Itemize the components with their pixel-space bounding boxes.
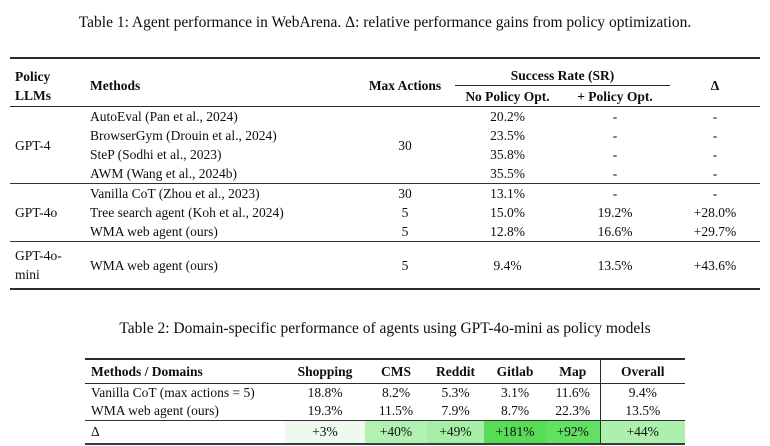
table2-header-cms: CMS [381, 363, 411, 379]
table-row: SteP (Sodhi et al., 2023) 35.8% - - [10, 145, 760, 164]
method-cell: WMA web agent (ours) [90, 224, 218, 239]
table1-group-gpt4o: GPT-4o Vanilla CoT (Zhou et al., 2023) 3… [10, 183, 760, 242]
policy-llm-cell: GPT-4o-mini [15, 248, 62, 282]
delta-gitlab-cell: +181% [484, 420, 546, 444]
sr-no-cell: 23.5% [490, 128, 525, 143]
sr-no-cell: 35.5% [490, 166, 525, 181]
delta-shopping-cell: +3% [285, 420, 365, 444]
table-row: WMA web agent (ours) 19.3% 11.5% 7.9% 8.… [85, 402, 685, 421]
delta-map-cell: +92% [546, 420, 600, 444]
method-cell: Tree search agent (Koh et al., 2024) [90, 205, 284, 220]
gitlab-cell: 8.7% [500, 403, 530, 418]
table1-header-max-actions: Max Actions [368, 78, 442, 93]
table1-header-policy-llms: Policy LLMs [15, 68, 52, 103]
delta-label-cell: Δ [91, 424, 100, 439]
method-cell: AWM (Wang et al., 2024b) [90, 166, 238, 181]
max-actions-cell: 5 [401, 257, 409, 273]
delta-reddit-cell: +49% [427, 420, 484, 444]
max-actions-cell: 5 [401, 205, 409, 220]
overall-cell: 9.4% [599, 383, 685, 402]
max-actions-cell: 5 [401, 224, 409, 239]
table2-header-methods-domains: Methods / Domains [91, 363, 203, 379]
sr-no-cell: 12.8% [490, 224, 525, 239]
shopping-cell: 19.3% [307, 403, 343, 418]
overall-cell: 13.5% [599, 402, 685, 421]
table-row: Tree search agent (Koh et al., 2024) 5 1… [10, 203, 760, 222]
sr-no-cell: 35.8% [490, 147, 525, 162]
sr-no-cell: 15.0% [490, 205, 525, 220]
delta-cell: +43.6% [693, 257, 737, 273]
table2-delta-row-group: Δ +3% +40% +49% +181% +92% +44% [85, 420, 685, 444]
method-cell: SteP (Sodhi et al., 2023) [90, 147, 222, 162]
sr-plus-cell: - [612, 128, 618, 143]
table1-header-delta: Δ [710, 78, 720, 93]
table-row-delta: Δ +3% +40% +49% +181% +92% +44% [85, 420, 685, 444]
gitlab-cell: 3.1% [500, 385, 530, 400]
table2-body: Vanilla CoT (max actions = 5) 18.8% 8.2%… [85, 383, 685, 421]
reddit-cell: 7.9% [441, 403, 470, 418]
delta-cell: +28.0% [693, 205, 737, 220]
sr-plus-cell: - [612, 166, 618, 181]
delta-cell: - [712, 128, 718, 143]
max-actions-cell: 30 [398, 186, 412, 201]
sr-plus-cell: 19.2% [597, 205, 633, 220]
table2-header-map: Map [559, 363, 587, 379]
delta-cell: +29.7% [693, 224, 737, 239]
table-row: WMA web agent (ours) 5 12.8% 16.6% +29.7… [10, 222, 760, 242]
table-row: GPT-4 AutoEval (Pan et al., 2024) 30 20.… [10, 107, 760, 153]
shopping-cell: 18.8% [307, 385, 343, 400]
cms-cell: 8.2% [381, 385, 411, 400]
table2-header: Methods / Domains Shopping CMS Reddit Gi… [85, 359, 685, 384]
table1-header-success-rate: Success Rate (SR) [455, 58, 670, 86]
reddit-cell: 5.3% [441, 385, 470, 400]
table-row: Vanilla CoT (max actions = 5) 18.8% 8.2%… [85, 383, 685, 402]
policy-llm-cell: GPT-4 [15, 137, 51, 153]
delta-cell: - [712, 186, 718, 201]
table-row: GPT-4o Vanilla CoT (Zhou et al., 2023) 3… [10, 184, 760, 220]
map-cell: 22.3% [555, 403, 591, 418]
table-row: BrowserGym (Drouin et al., 2024) 23.5% -… [10, 126, 760, 145]
cms-cell: 11.5% [378, 403, 414, 418]
sr-plus-cell: - [612, 109, 618, 124]
table1-header-methods: Methods [90, 78, 141, 93]
sr-plus-cell: 13.5% [597, 257, 633, 273]
policy-llm-cell: GPT-4o [15, 205, 58, 220]
delta-overall-cell: +44% [599, 420, 685, 444]
table-row: AWM (Wang et al., 2024b) 35.5% - - [10, 164, 760, 184]
map-cell: 11.6% [555, 385, 590, 400]
method-cell: WMA web agent (ours) [90, 257, 218, 273]
table2-header-reddit: Reddit [435, 363, 475, 379]
sr-plus-cell: - [612, 147, 618, 162]
table1-header-no-policy-opt: No Policy Opt. [465, 88, 550, 104]
table1-group-gpt4o-mini: GPT-4o-mini WMA web agent (ours) 5 9.4% … [10, 241, 760, 290]
method-cell: WMA web agent (ours) [91, 403, 219, 418]
method-cell: Vanilla CoT (Zhou et al., 2023) [90, 186, 260, 201]
delta-cell: - [712, 166, 718, 181]
table2: Methods / Domains Shopping CMS Reddit Gi… [85, 358, 685, 445]
table-row: GPT-4o-mini WMA web agent (ours) 5 9.4% … [10, 242, 760, 290]
table1-header-plus-policy-opt: + Policy Opt. [577, 88, 653, 104]
table1-header: Policy LLMs Methods Max Actions Success … [10, 58, 760, 107]
max-actions-cell: 30 [398, 137, 412, 153]
table1: Policy LLMs Methods Max Actions Success … [10, 57, 760, 290]
delta-cell: - [712, 109, 718, 124]
table2-header-gitlab: Gitlab [496, 363, 534, 379]
sr-no-cell: 20.2% [490, 109, 525, 124]
table1-caption: Table 1: Agent performance in WebArena. … [78, 14, 692, 31]
sr-plus-cell: - [612, 186, 618, 201]
table2-header-shopping: Shopping [297, 363, 353, 379]
table2-header-overall: Overall [599, 359, 685, 384]
sr-plus-cell: 16.6% [597, 224, 633, 239]
method-cell: BrowserGym (Drouin et al., 2024) [90, 128, 277, 143]
method-cell: Vanilla CoT (max actions = 5) [91, 385, 255, 400]
sr-no-cell: 13.1% [490, 186, 525, 201]
delta-cell: - [712, 147, 718, 162]
table2-caption: Table 2: Domain-specific performance of … [119, 320, 651, 337]
delta-cms-cell: +40% [365, 420, 427, 444]
method-cell: AutoEval (Pan et al., 2024) [90, 109, 238, 124]
sr-no-cell: 9.4% [493, 257, 522, 273]
table1-group-gpt4: GPT-4 AutoEval (Pan et al., 2024) 30 20.… [10, 106, 760, 184]
